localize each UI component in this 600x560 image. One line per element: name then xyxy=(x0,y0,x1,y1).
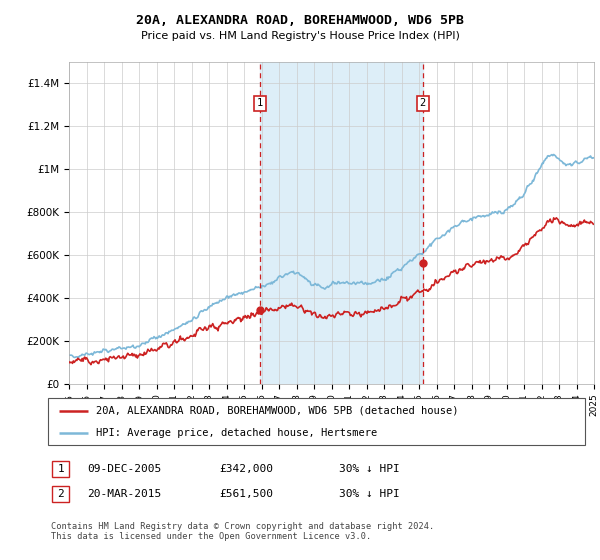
FancyBboxPatch shape xyxy=(48,398,585,445)
Text: 2: 2 xyxy=(420,99,426,109)
Text: HPI: Average price, detached house, Hertsmere: HPI: Average price, detached house, Hert… xyxy=(97,428,377,438)
Text: 1: 1 xyxy=(57,464,64,474)
Bar xyxy=(260,62,423,384)
FancyBboxPatch shape xyxy=(52,461,69,477)
Text: £342,000: £342,000 xyxy=(219,464,273,474)
Text: 1: 1 xyxy=(257,99,263,109)
Text: 2: 2 xyxy=(57,489,64,499)
Text: 09-DEC-2005: 09-DEC-2005 xyxy=(87,464,161,474)
Text: 20A, ALEXANDRA ROAD, BOREHAMWOOD, WD6 5PB (detached house): 20A, ALEXANDRA ROAD, BOREHAMWOOD, WD6 5P… xyxy=(97,406,459,416)
Text: 20A, ALEXANDRA ROAD, BOREHAMWOOD, WD6 5PB: 20A, ALEXANDRA ROAD, BOREHAMWOOD, WD6 5P… xyxy=(136,14,464,27)
Text: Contains HM Land Registry data © Crown copyright and database right 2024.
This d: Contains HM Land Registry data © Crown c… xyxy=(51,522,434,542)
Text: 30% ↓ HPI: 30% ↓ HPI xyxy=(339,464,400,474)
Text: 30% ↓ HPI: 30% ↓ HPI xyxy=(339,489,400,499)
FancyBboxPatch shape xyxy=(52,486,69,502)
Text: £561,500: £561,500 xyxy=(219,489,273,499)
Text: 20-MAR-2015: 20-MAR-2015 xyxy=(87,489,161,499)
Text: Price paid vs. HM Land Registry's House Price Index (HPI): Price paid vs. HM Land Registry's House … xyxy=(140,31,460,41)
